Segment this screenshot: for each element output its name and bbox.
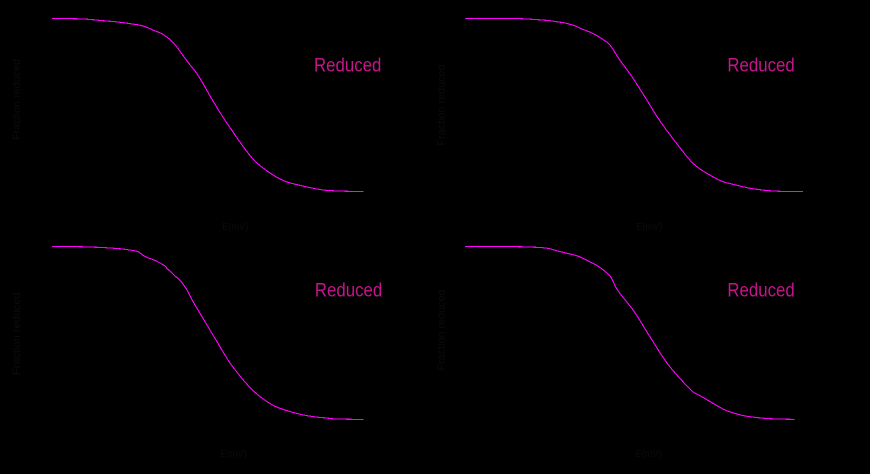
svg-text:Reduced: Reduced	[314, 55, 381, 76]
svg-text:Fraction reduced: Fraction reduced	[436, 289, 448, 370]
svg-text:Fraction reduced: Fraction reduced	[436, 64, 448, 145]
svg-text:E(mV): E(mV)	[636, 449, 662, 460]
svg-text:E(mV): E(mV)	[222, 222, 248, 233]
svg-text:Fraction reduced: Fraction reduced	[11, 292, 23, 375]
svg-text:Reduced: Reduced	[727, 55, 794, 76]
svg-text:Fraction reduced: Fraction reduced	[11, 59, 23, 140]
svg-text:Reduced: Reduced	[727, 280, 794, 301]
svg-text:E(mV): E(mV)	[636, 222, 662, 233]
svg-text:Reduced: Reduced	[315, 280, 382, 301]
svg-text:E(mV): E(mV)	[221, 449, 247, 460]
